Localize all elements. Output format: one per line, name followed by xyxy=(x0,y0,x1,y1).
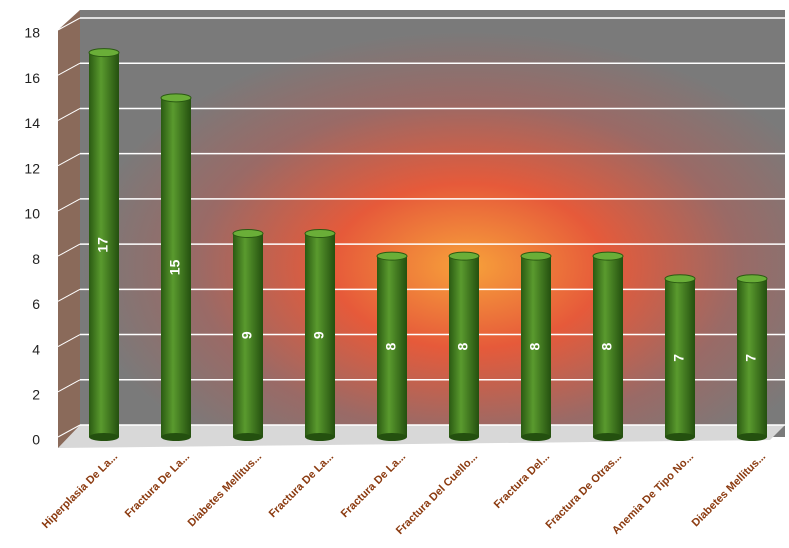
y-tick-label: 16 xyxy=(24,70,40,86)
bar-top xyxy=(520,251,552,261)
y-tick-label: 14 xyxy=(24,115,40,131)
side-wall xyxy=(58,10,80,448)
grid-line-side xyxy=(57,153,81,167)
grid-line-side xyxy=(57,379,81,393)
bar xyxy=(737,278,767,437)
grid-line-side xyxy=(57,62,81,76)
bar-top xyxy=(304,229,336,238)
bar-base xyxy=(521,433,551,441)
value-label: 8 xyxy=(527,342,543,350)
grid-line-side xyxy=(57,108,81,121)
bar-top xyxy=(592,251,624,261)
value-label: 8 xyxy=(599,342,615,350)
bar xyxy=(521,256,551,437)
bar-top xyxy=(736,274,768,284)
grid-line-side xyxy=(57,424,81,438)
x-tick-label: Hiperplasia De La... xyxy=(40,451,120,531)
value-label: 17 xyxy=(95,237,111,253)
y-tick-label: 0 xyxy=(32,432,40,448)
bar-top xyxy=(448,251,480,261)
x-tick-label: Fractura De Otras... xyxy=(543,451,624,532)
bar-base xyxy=(377,433,407,441)
value-label: 15 xyxy=(167,259,183,275)
bar-base xyxy=(665,433,695,441)
y-tick-label: 10 xyxy=(24,206,40,222)
value-label: 8 xyxy=(383,342,399,350)
x-tick-label: Anemia De Tipo No... xyxy=(610,451,696,537)
bar-base xyxy=(593,433,623,441)
bar-base xyxy=(305,433,335,441)
bar xyxy=(665,278,695,437)
bar-top xyxy=(376,251,408,261)
y-tick-label: 8 xyxy=(32,251,40,267)
bar-base xyxy=(449,433,479,441)
y-tick-label: 12 xyxy=(24,160,40,176)
x-tick-label: Fractura De La... xyxy=(267,451,336,520)
value-label: 9 xyxy=(239,331,255,339)
y-tick-label: 2 xyxy=(32,386,40,402)
x-tick-label: Diabetes Mellitus... xyxy=(186,451,265,530)
bar xyxy=(161,97,191,437)
value-label: 8 xyxy=(455,342,471,350)
y-tick-label: 4 xyxy=(32,341,40,357)
x-tick-label: Fractura De La... xyxy=(123,451,192,520)
bar-top xyxy=(232,229,264,238)
bar xyxy=(233,233,263,437)
bar-base xyxy=(233,433,263,441)
y-tick-label: 6 xyxy=(32,296,40,312)
bar xyxy=(449,256,479,437)
grid-line-side xyxy=(57,17,81,31)
x-tick-label: Fractura De La... xyxy=(339,451,408,520)
value-label: 7 xyxy=(671,354,687,362)
x-tick-label: Diabetes Mellitus... xyxy=(690,451,769,530)
y-tick-label: 18 xyxy=(24,25,40,41)
bar-top xyxy=(664,274,696,284)
grid-line-side xyxy=(57,334,81,347)
bar xyxy=(89,52,119,437)
x-tick-label: Fractura Del... xyxy=(492,451,552,511)
grid-line-side xyxy=(57,288,81,302)
bar-top xyxy=(160,93,192,103)
bar xyxy=(305,233,335,437)
x-tick-label: Fractura Del Cuello... xyxy=(394,451,480,537)
value-label: 7 xyxy=(743,354,759,362)
grid-line-side xyxy=(57,198,81,212)
bar-top xyxy=(88,48,120,58)
bar-base xyxy=(161,433,191,441)
grid-line-side xyxy=(57,243,81,257)
bar xyxy=(593,256,623,437)
value-label: 9 xyxy=(311,331,327,339)
bar-base xyxy=(737,433,767,441)
bar xyxy=(377,256,407,437)
bar-base xyxy=(89,433,119,441)
